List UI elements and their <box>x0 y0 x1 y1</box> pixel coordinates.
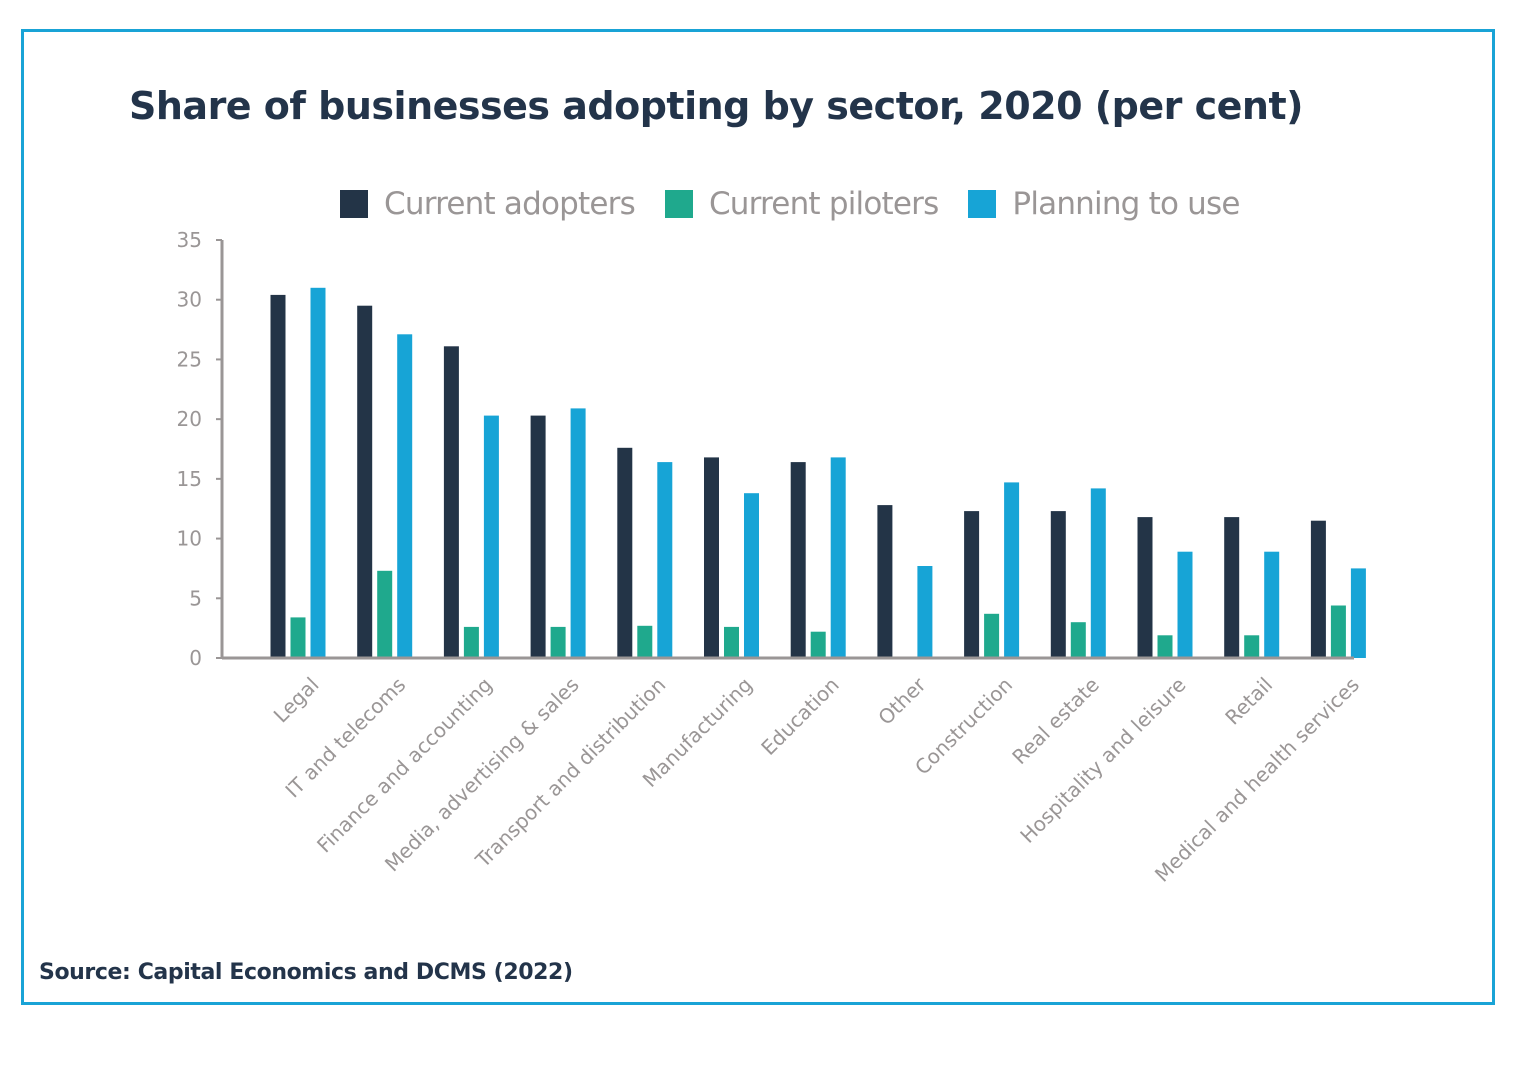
bar-current-adopters-real-estate <box>1050 511 1066 658</box>
bar-planning-to-use-transport-and-distribution <box>657 462 673 658</box>
bar-current-piloters-medical-and-health-services <box>1330 605 1346 658</box>
x-tick-label: Real estate <box>1007 673 1103 769</box>
legend: Current adopters Current piloters Planni… <box>340 184 1270 224</box>
y-tick-label: 30 <box>177 288 202 312</box>
legend-item-current-adopters: Current adopters <box>340 186 636 222</box>
bar-current-piloters-real-estate <box>1070 622 1086 658</box>
legend-swatch-current-piloters <box>664 190 693 218</box>
y-tick-label: 10 <box>177 527 202 551</box>
y-tick-label: 25 <box>177 347 202 371</box>
bar-planning-to-use-it-and-telecoms <box>397 334 413 658</box>
bar-current-adopters-media-advertising-sales <box>530 415 546 658</box>
bar-planning-to-use-finance-and-accounting <box>483 415 499 658</box>
x-tick-label: Education <box>756 673 843 760</box>
bar-current-adopters-medical-and-health-services <box>1310 520 1326 658</box>
legend-label-current-adopters: Current adopters <box>384 186 636 222</box>
bar-planning-to-use-real-estate <box>1090 488 1106 658</box>
bar-current-piloters-education <box>810 631 826 658</box>
bar-current-piloters-it-and-telecoms <box>377 570 393 658</box>
y-tick-label: 5 <box>189 586 202 610</box>
bar-current-piloters-hospitality-and-leisure <box>1157 635 1173 658</box>
bar-current-adopters-retail <box>1224 517 1240 658</box>
bar-planning-to-use-medical-and-health-services <box>1350 568 1366 658</box>
bar-current-adopters-transport-and-distribution <box>617 447 633 658</box>
x-tick-label: Retail <box>1220 673 1277 730</box>
bar-current-piloters-media-advertising-sales <box>550 626 566 658</box>
bar-current-adopters-finance-and-accounting <box>443 346 459 658</box>
legend-swatch-planning-to-use <box>968 190 997 218</box>
legend-item-planning-to-use: Planning to use <box>968 186 1240 222</box>
legend-item-current-piloters: Current piloters <box>664 186 939 222</box>
bar-current-adopters-it-and-telecoms <box>357 305 373 658</box>
bar-current-piloters-finance-and-accounting <box>463 626 479 658</box>
bar-planning-to-use-media-advertising-sales <box>570 408 586 658</box>
x-tick-label: Legal <box>269 673 324 728</box>
bar-current-piloters-legal <box>290 617 306 658</box>
bar-planning-to-use-manufacturing <box>744 493 759 658</box>
chart-title: Share of businesses adopting by sector, … <box>129 84 1303 128</box>
bar-planning-to-use-construction <box>1004 482 1020 658</box>
bar-current-adopters-construction <box>964 511 980 658</box>
bar-planning-to-use-education <box>830 457 846 658</box>
bar-current-adopters-other <box>877 505 893 658</box>
x-tick-label: Other <box>873 672 931 730</box>
x-tick-label: Finance and accounting <box>312 673 497 858</box>
bar-current-adopters-hospitality-and-leisure <box>1137 517 1153 658</box>
bar-current-piloters-transport-and-distribution <box>637 625 653 658</box>
y-tick-label: 35 <box>177 228 202 252</box>
bar-current-adopters-education <box>790 462 806 658</box>
y-tick-label: 0 <box>189 646 202 670</box>
source-note: Source: Capital Economics and DCMS (2022… <box>39 960 573 985</box>
bar-planning-to-use-legal <box>310 287 326 658</box>
y-tick-label: 20 <box>177 407 202 431</box>
bar-planning-to-use-other <box>917 566 933 658</box>
bar-current-adopters-legal <box>270 294 286 658</box>
legend-label-current-piloters: Current piloters <box>708 186 939 222</box>
bar-current-adopters-manufacturing <box>704 457 719 658</box>
x-tick-label: Hospitality and leisure <box>1015 673 1190 848</box>
y-tick-label: 15 <box>177 467 202 491</box>
legend-swatch-current-adopters <box>340 190 368 218</box>
bar-current-piloters-construction <box>984 613 1000 658</box>
legend-label-planning-to-use: Planning to use <box>1012 186 1240 222</box>
bar-planning-to-use-hospitality-and-leisure <box>1177 551 1193 658</box>
bar-planning-to-use-retail <box>1264 551 1280 658</box>
bar-current-piloters-retail <box>1244 635 1260 658</box>
bar-current-piloters-manufacturing <box>724 626 739 658</box>
